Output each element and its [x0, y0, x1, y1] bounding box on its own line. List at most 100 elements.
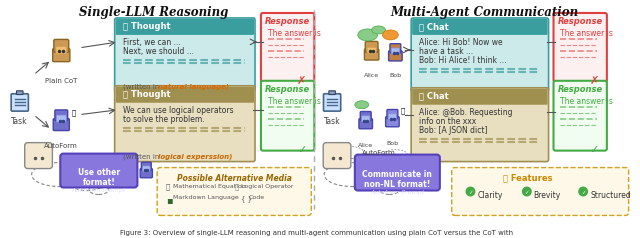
FancyBboxPatch shape: [412, 89, 548, 105]
Text: Markdown Language: Markdown Language: [173, 195, 239, 200]
FancyBboxPatch shape: [141, 162, 151, 171]
FancyBboxPatch shape: [329, 91, 335, 94]
Text: ✓: ✓: [589, 145, 599, 155]
Text: ✓: ✓: [468, 190, 473, 195]
FancyBboxPatch shape: [365, 41, 378, 52]
Text: (written in: (written in: [123, 84, 161, 90]
Ellipse shape: [383, 30, 398, 40]
Text: AutoForm: AutoForm: [44, 143, 78, 149]
FancyBboxPatch shape: [390, 44, 401, 53]
FancyBboxPatch shape: [362, 116, 370, 122]
FancyBboxPatch shape: [52, 49, 70, 62]
Text: Response: Response: [557, 17, 603, 26]
Text: Structured: Structured: [590, 190, 631, 199]
Text: First, we can ...: First, we can ...: [123, 38, 180, 47]
Text: ⬜: ⬜: [234, 183, 239, 190]
Text: to solve the problem.: to solve the problem.: [123, 115, 204, 124]
FancyBboxPatch shape: [387, 109, 398, 119]
FancyBboxPatch shape: [115, 18, 255, 92]
FancyBboxPatch shape: [53, 119, 69, 131]
Text: Brevity: Brevity: [534, 190, 561, 199]
Text: Autoform Prompt: Autoform Prompt: [72, 188, 126, 193]
Text: ✓: ✓: [525, 190, 529, 195]
FancyBboxPatch shape: [116, 19, 254, 35]
FancyBboxPatch shape: [116, 87, 254, 103]
Text: Bob: Hi Alice! I think ...: Bob: Hi Alice! I think ...: [419, 56, 507, 65]
Text: info on the xxx: info on the xxx: [419, 117, 476, 126]
Text: ⭐ Features: ⭐ Features: [503, 174, 552, 183]
Circle shape: [465, 187, 476, 197]
Text: Figure 3: Overview of single-LLM reasoning and multi-agent communication using p: Figure 3: Overview of single-LLM reasoni…: [120, 230, 513, 236]
Text: Code: Code: [249, 195, 265, 200]
Text: ⬛: ⬛: [166, 183, 170, 190]
Text: Multi-Agent Communication: Multi-Agent Communication: [390, 6, 579, 19]
FancyBboxPatch shape: [554, 13, 607, 82]
FancyBboxPatch shape: [411, 88, 548, 162]
FancyBboxPatch shape: [56, 115, 66, 122]
Text: natural language): natural language): [158, 84, 229, 90]
Text: Autoform Prompt: Autoform Prompt: [370, 189, 424, 194]
FancyBboxPatch shape: [452, 168, 628, 215]
Text: (written in: (written in: [123, 154, 161, 160]
Ellipse shape: [358, 29, 378, 41]
Text: Single-LLM Reasoning: Single-LLM Reasoning: [79, 6, 228, 19]
Text: The answer is: The answer is: [268, 29, 321, 38]
Text: 💬 Chat: 💬 Chat: [419, 92, 449, 101]
FancyBboxPatch shape: [388, 51, 402, 61]
Ellipse shape: [355, 101, 369, 109]
FancyBboxPatch shape: [391, 48, 399, 54]
FancyBboxPatch shape: [355, 155, 440, 190]
Text: Response: Response: [265, 85, 310, 94]
Text: 💭 Thought: 💭 Thought: [123, 90, 170, 99]
Text: Task: Task: [12, 117, 28, 126]
Circle shape: [578, 187, 588, 197]
Text: The answer is: The answer is: [561, 97, 613, 106]
Text: Use other
format!: Use other format!: [78, 168, 120, 187]
FancyBboxPatch shape: [56, 46, 67, 54]
Text: ▪: ▪: [166, 195, 173, 205]
Text: Bob: Bob: [389, 73, 401, 78]
Text: 💬 Chat: 💬 Chat: [419, 22, 449, 31]
Text: Communicate in
non-NL format!: Communicate in non-NL format!: [362, 169, 432, 189]
FancyBboxPatch shape: [17, 91, 23, 94]
FancyBboxPatch shape: [115, 86, 255, 162]
Text: Next, we should ...: Next, we should ...: [123, 47, 193, 56]
FancyBboxPatch shape: [140, 169, 152, 178]
FancyBboxPatch shape: [54, 40, 68, 52]
FancyBboxPatch shape: [323, 143, 351, 169]
Text: The answer is: The answer is: [561, 29, 613, 38]
Ellipse shape: [372, 26, 385, 34]
Text: { }: { }: [241, 195, 252, 202]
FancyBboxPatch shape: [323, 94, 340, 111]
FancyBboxPatch shape: [143, 166, 150, 172]
FancyBboxPatch shape: [60, 154, 138, 188]
FancyBboxPatch shape: [359, 119, 372, 129]
Text: Response: Response: [557, 85, 603, 94]
Text: Mathematical Equation: Mathematical Equation: [173, 183, 246, 188]
FancyBboxPatch shape: [412, 19, 548, 35]
Circle shape: [522, 187, 532, 197]
Text: ✓: ✓: [297, 145, 307, 155]
Text: Response: Response: [265, 17, 310, 26]
FancyBboxPatch shape: [554, 81, 607, 151]
Text: Possible Alternative Media: Possible Alternative Media: [177, 174, 292, 183]
FancyBboxPatch shape: [364, 49, 379, 60]
FancyBboxPatch shape: [157, 168, 311, 215]
Text: logical experssion): logical experssion): [158, 154, 232, 160]
FancyBboxPatch shape: [388, 114, 397, 120]
Text: Alice: Alice: [358, 143, 373, 148]
Text: 💭 Thought: 💭 Thought: [123, 22, 170, 31]
FancyBboxPatch shape: [261, 81, 314, 151]
Text: have a task ...: have a task ...: [419, 47, 473, 56]
Text: The answer is: The answer is: [268, 97, 321, 106]
FancyBboxPatch shape: [386, 117, 399, 127]
FancyBboxPatch shape: [411, 18, 548, 92]
FancyBboxPatch shape: [367, 47, 376, 54]
Text: Alice: Alice: [364, 73, 380, 78]
Text: ✓: ✓: [581, 190, 586, 195]
Text: Plain CoT: Plain CoT: [45, 78, 77, 84]
FancyBboxPatch shape: [360, 112, 371, 121]
FancyBboxPatch shape: [261, 13, 314, 82]
Text: 💡: 💡: [400, 108, 404, 114]
Text: Bob: [A JSON dict]: Bob: [A JSON dict]: [419, 126, 488, 135]
